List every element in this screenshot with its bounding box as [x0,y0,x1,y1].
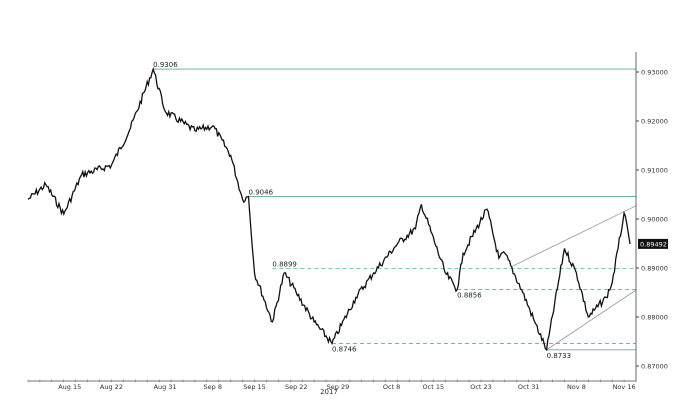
y-tick-label: 0.92000 [641,118,668,126]
x-tick-label: Sep 15 [243,383,266,391]
x-tick-label: Aug 22 [100,383,123,391]
x-tick-label: Oct 8 [383,383,400,391]
x-axis-label: 2017 [320,388,338,396]
level-lines: 0.9306 0.9046 0.8899 0.8856 0.8746 0.8733 [153,61,636,360]
x-tick-label: Nov 16 [613,383,636,391]
y-tick-label: 0.90000 [641,216,668,224]
level-label: 0.9046 [249,188,274,196]
y-tick-label: 0.88000 [641,314,668,322]
y-tick-label: 0.89000 [641,265,668,273]
x-tick-label: Oct 23 [470,383,492,391]
x-tick-label: Sep 29 [327,383,350,391]
y-axis: 0.87000 0.88000 0.89000 0.90000 0.91000 0.920… [635,52,668,381]
x-tick-label: Aug 15 [58,383,81,391]
x-tick-label: Oct 15 [423,383,445,391]
channel-line [546,289,637,351]
channel-line [510,205,637,268]
y-tick-label: 0.91000 [641,167,668,175]
y-tick-label: 0.93000 [641,69,668,77]
level-label: 0.9306 [153,61,178,69]
y-tick-label: 0.87000 [641,363,668,371]
x-tick-label: Nov 8 [567,383,586,391]
channel-lines [510,205,637,351]
level-label: 0.8733 [547,352,572,360]
x-axis: Aug 15 Aug 22 Aug 31 Sep 8 Sep 15 Sep 22 Sep 2… [27,379,637,391]
price-series [27,66,631,352]
level-label: 0.8746 [332,345,357,353]
x-tick-label: Oct 31 [518,383,540,391]
last-price-box [638,238,668,249]
x-tick-label: Sep 22 [285,383,308,391]
level-label: 0.8856 [457,292,482,300]
price-line [27,66,631,352]
last-price-label: 0.89492 [640,240,667,248]
x-tick-label: Sep 8 [204,383,222,391]
level-label: 0.8899 [272,260,297,268]
x-tick-label: Aug 31 [154,383,177,391]
